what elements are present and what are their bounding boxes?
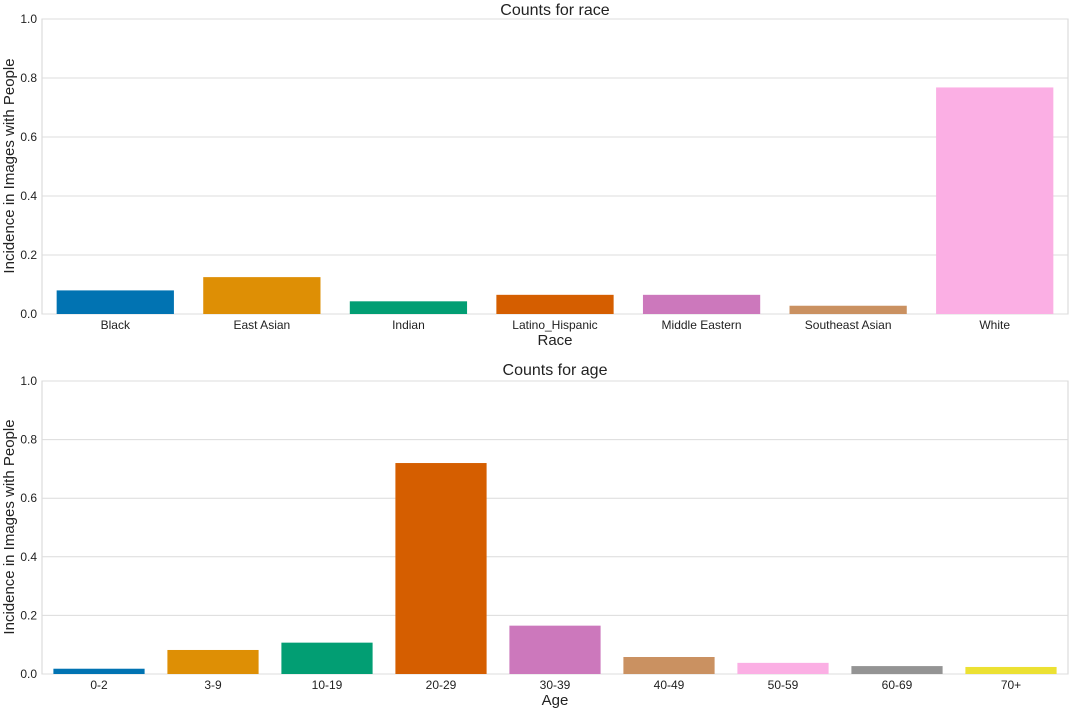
bar-60-69	[851, 666, 943, 674]
bar-indian	[349, 301, 468, 314]
age-chart: Counts for age Age Incidence in Images w…	[1, 362, 1069, 709]
y-tick-label: 0.2	[20, 248, 37, 262]
bar-0-2	[53, 668, 145, 674]
bar-latino-hispanic	[496, 294, 614, 314]
chart-title: Counts for age	[503, 362, 608, 379]
bar-30-39	[509, 625, 601, 674]
y-tick-label: 0.6	[20, 491, 37, 505]
y-tick-label: 0.4	[20, 550, 37, 564]
y-tick-label: 0.0	[20, 307, 37, 321]
x-tick-label: 3-9	[204, 678, 222, 692]
x-axis-label: Race	[537, 332, 572, 349]
x-tick-label: Middle Eastern	[662, 318, 742, 332]
bar-east-asian	[203, 277, 321, 314]
y-tick-label: 0.4	[20, 189, 37, 203]
y-tick-label: 1.0	[20, 12, 37, 26]
x-tick-label: 10-19	[312, 678, 343, 692]
bar-40-49	[623, 657, 715, 674]
y-tick-label: 1.0	[20, 374, 37, 388]
bar-southeast-asian	[789, 305, 907, 314]
bar-white	[936, 87, 1054, 314]
x-tick-label: Black	[101, 318, 131, 332]
x-tick-label: 70+	[1001, 678, 1021, 692]
bar-10-19	[281, 642, 373, 674]
bar-3-9	[167, 649, 259, 674]
x-tick-label: Indian	[392, 318, 425, 332]
y-axis-label: Incidence in Images with People	[1, 58, 18, 273]
x-axis-label: Age	[542, 692, 569, 709]
y-tick-label: 0.0	[20, 667, 37, 681]
y-tick-label: 0.2	[20, 608, 37, 622]
x-tick-label: Southeast Asian	[805, 318, 892, 332]
x-tick-label: 0-2	[90, 678, 108, 692]
x-tick-label: 40-49	[654, 678, 685, 692]
race-chart: Counts for race Race Incidence in Images…	[1, 2, 1069, 349]
x-tick-label: 50-59	[768, 678, 799, 692]
x-tick-label: 20-29	[426, 678, 457, 692]
bar-70-	[965, 666, 1057, 674]
y-tick-label: 0.8	[20, 71, 37, 85]
bar-50-59	[737, 662, 829, 674]
x-tick-label: Latino_Hispanic	[512, 318, 597, 332]
x-tick-label: White	[979, 318, 1010, 332]
x-tick-label: 30-39	[540, 678, 571, 692]
y-tick-label: 0.6	[20, 130, 37, 144]
y-tick-label: 0.8	[20, 433, 37, 447]
plot-area	[41, 18, 1069, 315]
bar-black	[56, 290, 174, 314]
x-tick-label: East Asian	[234, 318, 291, 332]
chart-title: Counts for race	[500, 2, 609, 19]
bar-middle-eastern	[642, 294, 761, 314]
x-tick-label: 60-69	[882, 678, 913, 692]
y-axis-label: Incidence in Images with People	[1, 419, 18, 634]
bar-20-29	[395, 463, 487, 674]
